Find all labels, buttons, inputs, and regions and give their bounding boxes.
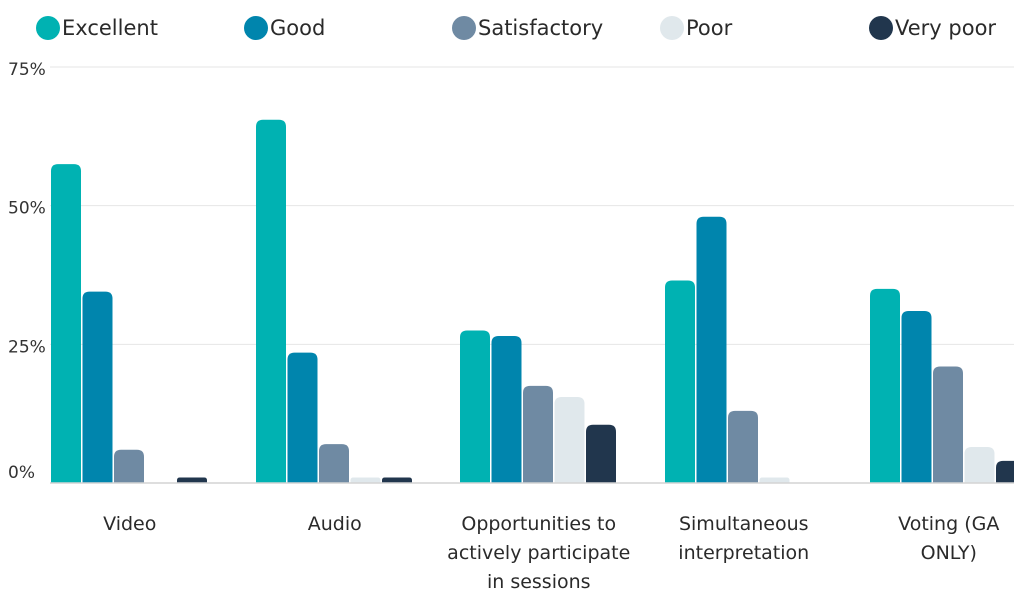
bar-poor (554, 397, 585, 483)
x-category-label: Opportunities to (461, 513, 616, 535)
x-category-label: actively participate (447, 542, 630, 564)
legend-swatch (452, 16, 476, 40)
legend: Excellent Good Satisfactory Poor Very poor (0, 14, 1014, 44)
bar-good (287, 352, 318, 483)
x-category-label: in sessions (487, 571, 591, 590)
x-category-label: interpretation (678, 542, 809, 564)
legend-label: Satisfactory (478, 16, 604, 40)
bar-very-poor (382, 477, 412, 483)
x-category-label: Voting (GA (898, 513, 999, 535)
bar-satisfactory (523, 385, 553, 483)
legend-label: Poor (686, 16, 733, 40)
bar-good (491, 336, 522, 483)
bar-excellent (256, 119, 286, 484)
y-tick-label: 0% (8, 463, 35, 483)
bar-poor (964, 446, 995, 483)
legend-item: Poor (660, 14, 732, 42)
legend-label: Excellent (62, 16, 158, 40)
legend-swatch (660, 16, 684, 40)
bar-very-poor (586, 424, 616, 483)
bar-satisfactory (933, 366, 963, 483)
y-tick-label: 25% (8, 337, 46, 357)
bar-very-poor (996, 460, 1014, 483)
bar-very-poor (177, 477, 207, 483)
legend-item: Very poor (869, 14, 996, 42)
legend-swatch (36, 16, 60, 40)
y-tick-label: 50% (8, 199, 46, 219)
legend-label: Good (270, 16, 326, 40)
legend-item: Good (244, 14, 325, 42)
legend-label: Very poor (895, 16, 997, 40)
bar-excellent (665, 280, 695, 483)
x-category-label: Video (103, 513, 156, 535)
bar-satisfactory (319, 444, 349, 483)
bar-poor (350, 477, 381, 483)
y-tick-label: 75% (8, 60, 46, 80)
bar-good (82, 291, 113, 483)
x-category-label: ONLY) (921, 542, 977, 564)
legend-item: Satisfactory (452, 14, 603, 42)
bar-excellent (460, 330, 490, 483)
x-category-label: Audio (308, 513, 362, 535)
bar-satisfactory (114, 449, 144, 483)
bar-good (901, 311, 932, 483)
bar-poor (759, 477, 790, 483)
bar-excellent (870, 288, 900, 483)
x-category-label: Simultaneous (679, 513, 809, 535)
legend-swatch (244, 16, 268, 40)
bar-excellent (51, 164, 81, 484)
legend-item: Excellent (36, 14, 158, 42)
bar-satisfactory (728, 410, 758, 483)
legend-swatch (869, 16, 893, 40)
bar-good (696, 216, 727, 483)
